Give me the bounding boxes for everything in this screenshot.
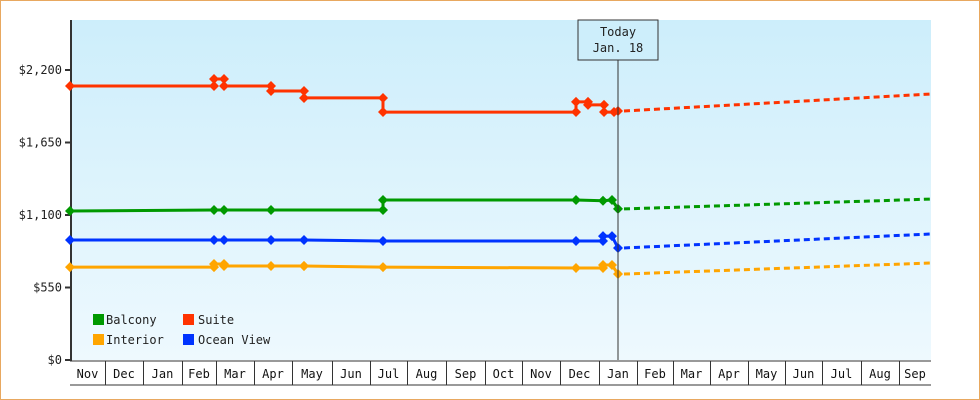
x-month-label: Sep — [455, 367, 477, 381]
y-tick-label: $2,200 — [19, 63, 62, 77]
data-point-marker[interactable] — [65, 80, 75, 91]
data-point-marker[interactable] — [219, 80, 229, 91]
today-label-line1: Today — [600, 25, 636, 39]
legend-swatch-balcony — [93, 314, 104, 325]
x-month-label: Mar — [224, 367, 246, 381]
legend-label-interior: Interior — [106, 333, 164, 347]
data-point-marker[interactable] — [378, 262, 388, 273]
data-point-marker[interactable] — [209, 80, 219, 91]
x-month-label: Apr — [718, 367, 740, 381]
data-point-marker[interactable] — [599, 99, 609, 110]
series-suite — [65, 73, 932, 118]
data-point-marker[interactable] — [299, 235, 309, 246]
data-point-marker[interactable] — [598, 195, 608, 206]
today-label-box — [577, 19, 659, 61]
data-point-marker[interactable] — [65, 235, 75, 246]
x-month-label: Nov — [77, 367, 99, 381]
x-month-label: Feb — [188, 367, 210, 381]
data-point-marker[interactable] — [378, 107, 388, 118]
y-tick-label: $550 — [33, 281, 62, 295]
today-label-date: Jan. 18 — [593, 41, 644, 55]
data-point-marker[interactable] — [571, 235, 581, 246]
x-month-label: Aug — [416, 367, 438, 381]
data-point-marker[interactable] — [299, 85, 309, 96]
x-axis: Nov Dec Jan Feb Mar Apr May Jun Jul Aug Sep Oct Nov D… — [70, 360, 931, 386]
data-point-marker[interactable] — [209, 204, 219, 215]
data-point-marker[interactable] — [583, 99, 593, 110]
plot-area — [70, 20, 931, 360]
data-point-marker[interactable] — [607, 259, 617, 270]
y-axis: $0 $550 $1,100 $1,650 $2,200 — [19, 20, 72, 367]
legend-swatch-ocean-view — [183, 334, 194, 345]
data-point-marker[interactable] — [607, 194, 617, 205]
legend-label-suite: Suite — [198, 313, 234, 327]
data-point-marker[interactable] — [266, 261, 276, 272]
series-ocean-view — [65, 231, 932, 253]
data-point-marker[interactable] — [378, 194, 388, 205]
x-month-label: Apr — [262, 367, 284, 381]
y-tick-label: $1,650 — [19, 136, 62, 150]
data-point-marker[interactable] — [209, 235, 219, 246]
x-month-label: Jan — [152, 367, 174, 381]
legend-label-ocean-view: Ocean View — [198, 333, 271, 347]
data-point-marker[interactable] — [378, 204, 388, 215]
data-point-marker[interactable] — [209, 73, 219, 84]
legend: Balcony Suite Interior Ocean View — [93, 313, 271, 347]
data-point-marker[interactable] — [266, 85, 276, 96]
data-point-marker[interactable] — [219, 261, 229, 272]
x-month-label: May — [301, 367, 323, 381]
x-month-label: Feb — [644, 367, 666, 381]
data-point-marker[interactable] — [266, 235, 276, 246]
data-point-marker[interactable] — [219, 73, 229, 84]
data-point-marker[interactable] — [219, 204, 229, 215]
data-point-marker[interactable] — [599, 107, 609, 118]
x-month-label: Oct — [493, 367, 515, 381]
data-point-marker[interactable] — [571, 96, 581, 107]
y-tick-label: $0 — [48, 353, 62, 367]
x-month-label: Nov — [530, 367, 552, 381]
y-tick-label: $1,100 — [19, 208, 62, 222]
data-point-marker[interactable] — [378, 92, 388, 103]
legend-label-balcony: Balcony — [106, 313, 157, 327]
x-month-label: Aug — [869, 367, 891, 381]
legend-swatch-suite — [183, 314, 194, 325]
x-month-label: Sep — [904, 367, 926, 381]
data-point-marker[interactable] — [65, 262, 75, 273]
data-point-marker[interactable] — [266, 80, 276, 91]
x-month-label: Jun — [793, 367, 815, 381]
series-balcony — [65, 194, 932, 217]
data-point-marker[interactable] — [65, 206, 75, 217]
x-month-label: Dec — [569, 367, 591, 381]
x-month-label: Jul — [831, 367, 853, 381]
x-month-label: Jul — [378, 367, 400, 381]
data-point-marker[interactable] — [209, 259, 219, 270]
data-point-marker[interactable] — [571, 194, 581, 205]
data-point-marker[interactable] — [571, 107, 581, 118]
today-marker: Today Jan. 18 — [577, 19, 659, 360]
data-point-marker[interactable] — [571, 262, 581, 273]
data-point-marker[interactable] — [607, 231, 617, 242]
data-point-marker[interactable] — [299, 261, 309, 272]
x-month-label: May — [756, 367, 778, 381]
x-month-label: Dec — [113, 367, 135, 381]
data-point-marker[interactable] — [598, 259, 608, 270]
series-layer — [65, 73, 932, 280]
data-point-marker[interactable] — [219, 235, 229, 246]
x-month-label: Mar — [681, 367, 703, 381]
series-interior — [65, 259, 932, 280]
x-month-label: Jan — [607, 367, 629, 381]
legend-swatch-interior — [93, 334, 104, 345]
data-point-marker[interactable] — [378, 235, 388, 246]
data-point-marker[interactable] — [598, 231, 608, 242]
x-month-label: Jun — [340, 367, 362, 381]
data-point-marker[interactable] — [266, 204, 276, 215]
data-point-marker[interactable] — [299, 92, 309, 103]
